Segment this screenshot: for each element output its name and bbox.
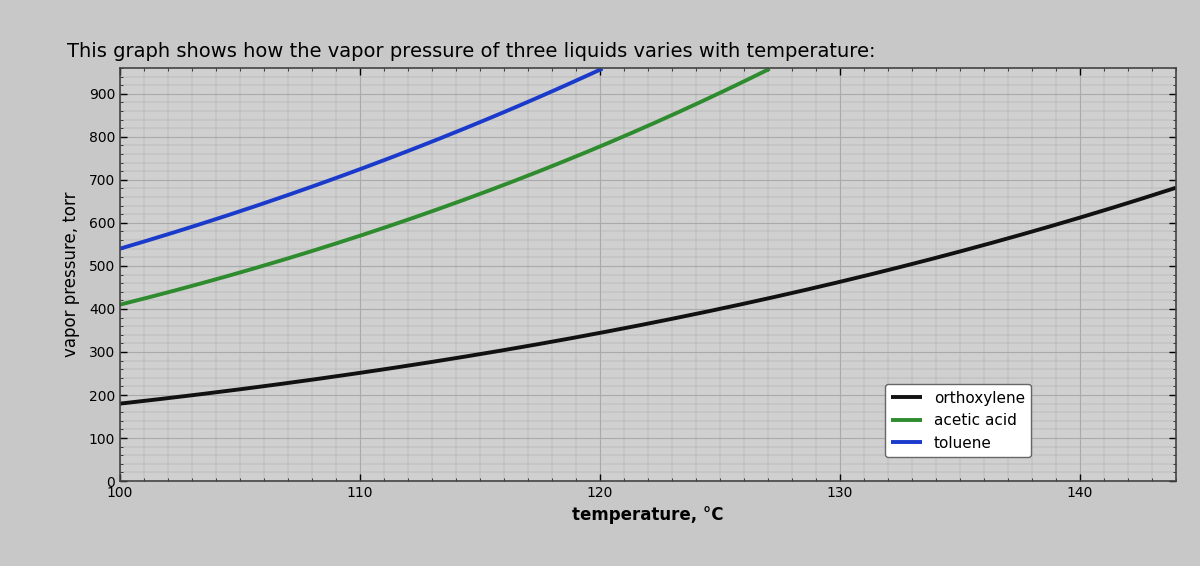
acetic acid [498, 181, 512, 188]
toluene [113, 245, 127, 252]
orthoxylene [113, 400, 127, 407]
Line: acetic acid: acetic acid [120, 68, 769, 305]
acetic acid [762, 65, 776, 72]
acetic acid [656, 115, 671, 122]
orthoxylene [620, 324, 635, 331]
toluene [188, 222, 203, 229]
Legend: orthoxylene, acetic acid, toluene: orthoxylene, acetic acid, toluene [884, 384, 1031, 457]
toluene [545, 88, 559, 95]
toluene [401, 148, 415, 155]
orthoxylene [1169, 185, 1183, 191]
orthoxylene [978, 241, 992, 248]
acetic acid [316, 244, 330, 251]
acetic acid [274, 257, 288, 264]
Y-axis label: vapor pressure, torr: vapor pressure, torr [62, 192, 80, 357]
orthoxylene [742, 299, 756, 306]
toluene [403, 147, 418, 153]
X-axis label: temperature, °C: temperature, °C [572, 505, 724, 524]
acetic acid [520, 173, 534, 179]
Line: orthoxylene: orthoxylene [120, 188, 1176, 404]
orthoxylene [684, 311, 698, 318]
acetic acid [113, 301, 127, 308]
toluene [348, 168, 362, 174]
orthoxylene [1144, 192, 1158, 199]
Text: This graph shows how the vapor pressure of three liquids varies with temperature: This graph shows how the vapor pressure … [67, 42, 876, 61]
Line: toluene: toluene [120, 68, 602, 248]
acetic acid [547, 162, 562, 169]
toluene [595, 65, 610, 72]
toluene [235, 207, 250, 214]
orthoxylene [614, 325, 629, 332]
